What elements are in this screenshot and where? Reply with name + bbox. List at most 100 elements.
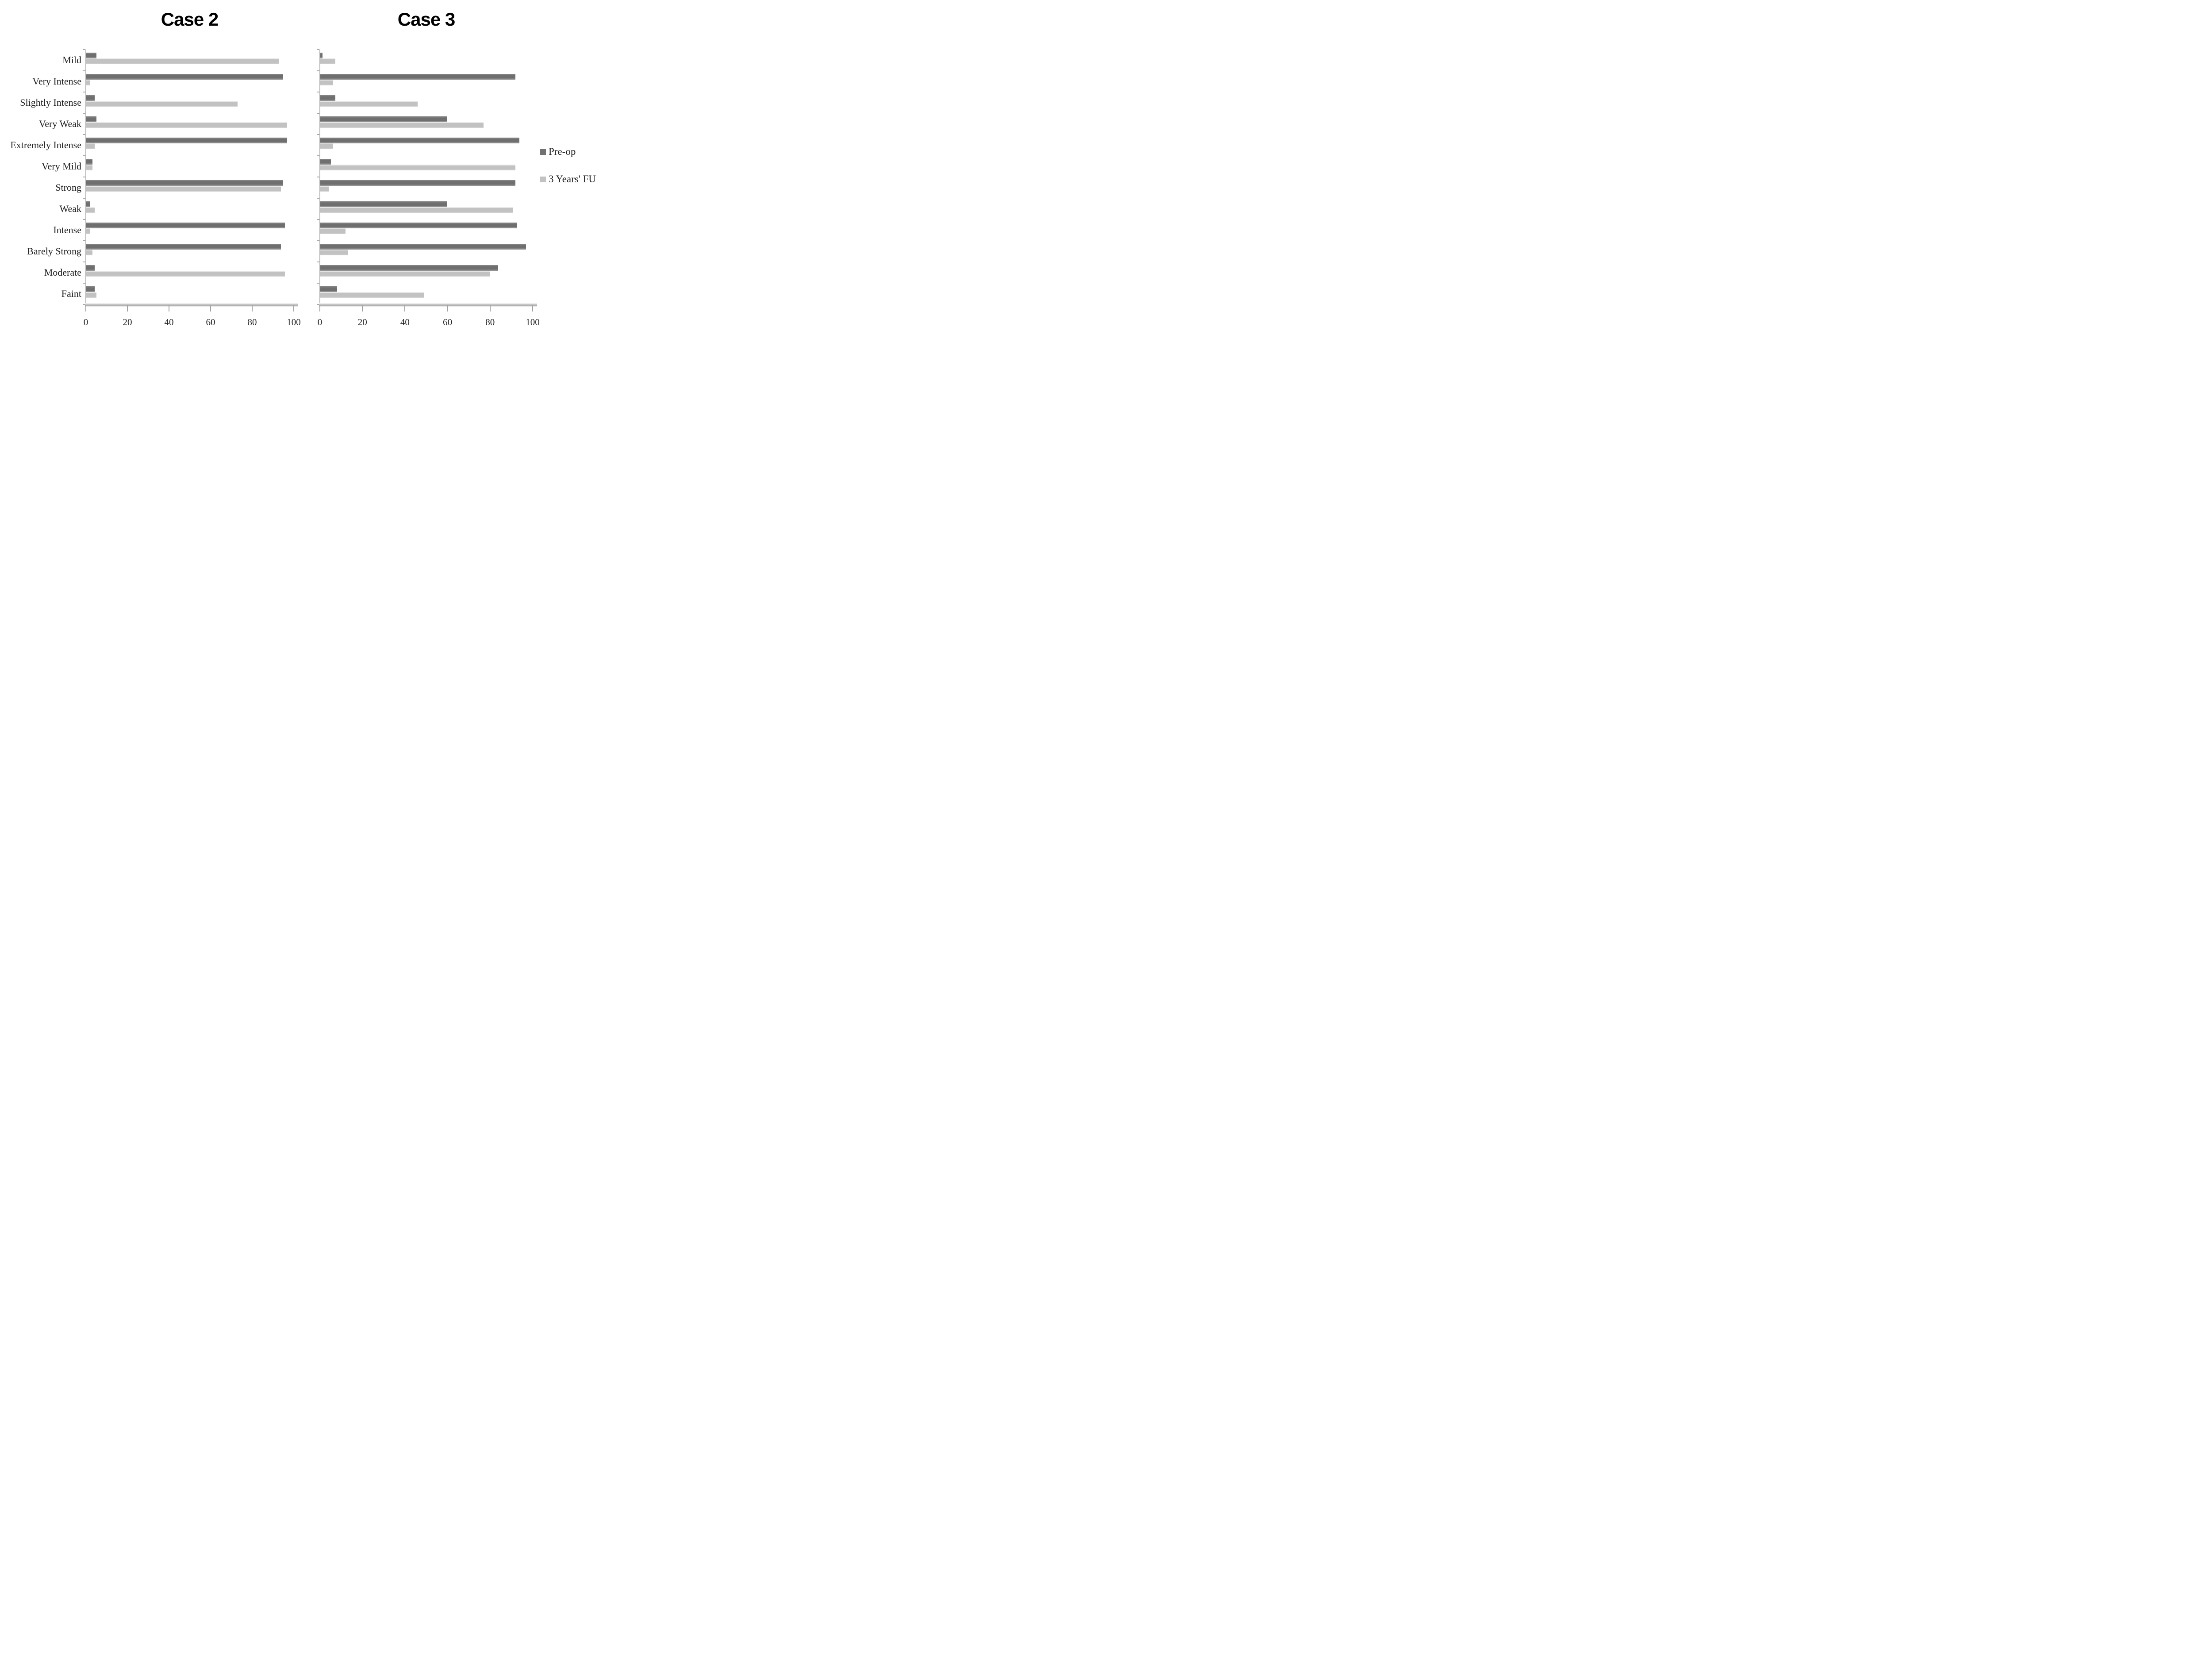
case-2-x-tick xyxy=(127,305,128,312)
case-3-x-tick xyxy=(362,305,363,312)
case-2-x-tick-label-40: 40 xyxy=(164,317,174,327)
bar-case-2-mild-pre-op xyxy=(86,53,97,58)
category-label-mild: Mild xyxy=(62,54,81,65)
case-2-row-very-mild xyxy=(86,156,294,177)
case-2-y-axis-tick xyxy=(83,283,85,284)
case-2-x-tick-label-80: 80 xyxy=(247,317,257,327)
case-2-x-tick-label-20: 20 xyxy=(123,317,132,327)
case-3-x-axis-line xyxy=(319,303,537,307)
case-3-row-moderate xyxy=(320,262,533,283)
category-label-very-mild: Very Mild xyxy=(42,161,81,172)
case-3-x-tick-label-40: 40 xyxy=(400,317,410,327)
bar-case-3-very-weak-pre-op xyxy=(320,116,448,122)
case-2-row-strong xyxy=(86,177,294,198)
category-label-very-weak: Very Weak xyxy=(38,118,81,129)
bar-case-2-very-mild-pre-op xyxy=(86,159,93,165)
category-label-intense: Intense xyxy=(53,224,81,235)
case-3-y-axis-tick xyxy=(317,49,319,50)
case-3-x-tick xyxy=(532,305,533,312)
case-3-x-tick xyxy=(489,305,491,312)
category-label-slightly-intense: Slightly Intense xyxy=(20,97,81,108)
bar-case-2-intense-pre-op xyxy=(86,223,285,228)
case-3-y-axis-tick xyxy=(317,283,319,284)
case-2-y-axis-tick xyxy=(83,155,85,156)
bar-case-3-very-weak-3-years-fu xyxy=(320,122,484,128)
case-2-x-tick xyxy=(85,305,86,312)
bar-case-2-moderate-3-years-fu xyxy=(86,271,285,277)
case-2-x-tick xyxy=(252,305,253,312)
case-2-row-faint xyxy=(86,283,294,304)
bar-case-2-very-intense-pre-op xyxy=(86,74,283,80)
legend: Pre-op 3 Years' FU xyxy=(540,146,596,201)
case-2-row-weak xyxy=(86,198,294,219)
bar-case-3-moderate-3-years-fu xyxy=(320,271,490,277)
case-3-row-weak xyxy=(320,198,533,219)
category-axis-labels: Mild Very Intense Slightly Intense Very Wea… xyxy=(0,50,81,304)
case-3-x-tick xyxy=(447,305,448,312)
bar-case-2-very-weak-pre-op xyxy=(86,116,97,122)
bar-case-3-very-intense-3-years-fu xyxy=(320,80,333,85)
bar-case-3-extremely-intense-3-years-fu xyxy=(320,143,333,149)
category-label-moderate: Moderate xyxy=(44,267,81,278)
case-3-x-tick-label-80: 80 xyxy=(485,317,495,327)
bar-case-3-intense-3-years-fu xyxy=(320,228,346,234)
bar-case-2-barely-strong-3-years-fu xyxy=(86,250,93,255)
case-3-row-mild xyxy=(320,50,533,71)
bar-case-3-mild-pre-op xyxy=(320,53,323,58)
case-2-x-tick xyxy=(210,305,211,312)
legend-item-3years-fu: 3 Years' FU xyxy=(540,173,596,188)
bar-case-2-strong-pre-op xyxy=(86,180,283,186)
fu-square-swatch-icon xyxy=(540,176,546,182)
case-2-y-axis-tick xyxy=(83,198,85,199)
bar-case-3-extremely-intense-pre-op xyxy=(320,138,520,143)
bar-case-2-mild-3-years-fu xyxy=(86,58,279,64)
bar-case-3-very-intense-pre-op xyxy=(320,74,515,80)
case-2-y-axis-tick xyxy=(83,134,85,135)
case-2-x-axis-line-core xyxy=(85,304,298,306)
bar-case-2-moderate-pre-op xyxy=(86,265,95,271)
case-3-row-faint xyxy=(320,283,533,304)
case-2-row-slightly-intense xyxy=(86,92,294,113)
case-2-x-tick xyxy=(293,305,294,312)
case-3-x-tick-label-60: 60 xyxy=(443,317,453,327)
bar-case-3-faint-pre-op xyxy=(320,286,338,292)
case-2-row-intense xyxy=(86,219,294,241)
bar-case-2-slightly-intense-pre-op xyxy=(86,95,95,101)
case-2-y-axis-tick xyxy=(83,240,85,241)
bar-case-3-barely-strong-3-years-fu xyxy=(320,250,348,255)
legend-label-3years-fu: 3 Years' FU xyxy=(549,173,596,185)
legend-item-preop: Pre-op xyxy=(540,146,596,160)
case-2-y-axis-tick xyxy=(83,219,85,220)
case-3-row-very-mild xyxy=(320,156,533,177)
case-2-x-tick-label-100: 100 xyxy=(287,317,301,327)
bar-case-2-intense-3-years-fu xyxy=(86,228,91,234)
case-2-x-axis-line xyxy=(85,303,298,307)
case-3-y-axis-tick xyxy=(317,113,319,114)
bar-case-2-very-intense-3-years-fu xyxy=(86,80,91,85)
case-3-y-axis-tick xyxy=(317,155,319,156)
bar-case-2-faint-pre-op xyxy=(86,286,95,292)
case-3-row-barely-strong xyxy=(320,241,533,262)
case-2-x-tick-label-0: 0 xyxy=(83,317,88,327)
bar-case-2-extremely-intense-pre-op xyxy=(86,138,287,143)
bar-case-3-very-mild-pre-op xyxy=(320,159,331,165)
bar-case-3-strong-pre-op xyxy=(320,180,515,186)
bar-case-2-very-mild-3-years-fu xyxy=(86,165,93,170)
category-label-barely-strong: Barely Strong xyxy=(27,246,81,257)
case-2-row-mild xyxy=(86,50,294,71)
case-2-row-very-weak xyxy=(86,113,294,135)
bar-case-2-barely-strong-pre-op xyxy=(86,244,281,250)
bar-case-3-mild-3-years-fu xyxy=(320,58,335,64)
bar-case-2-faint-3-years-fu xyxy=(86,292,97,298)
bar-case-3-slightly-intense-3-years-fu xyxy=(320,101,418,107)
bar-case-2-extremely-intense-3-years-fu xyxy=(86,143,95,149)
bar-case-2-weak-pre-op xyxy=(86,201,91,207)
case-3-x-tick-label-20: 20 xyxy=(357,317,367,327)
case-3-x-tick xyxy=(404,305,406,312)
case3-plot-area: 0 20 40 60 80 100 xyxy=(317,49,540,327)
case-3-x-tick-label-100: 100 xyxy=(526,317,540,327)
case-2-row-very-intense xyxy=(86,71,294,92)
chart-title-case2: Case 2 xyxy=(161,9,219,30)
bar-case-2-weak-3-years-fu xyxy=(86,207,95,213)
case-2-y-axis-line xyxy=(85,50,86,305)
